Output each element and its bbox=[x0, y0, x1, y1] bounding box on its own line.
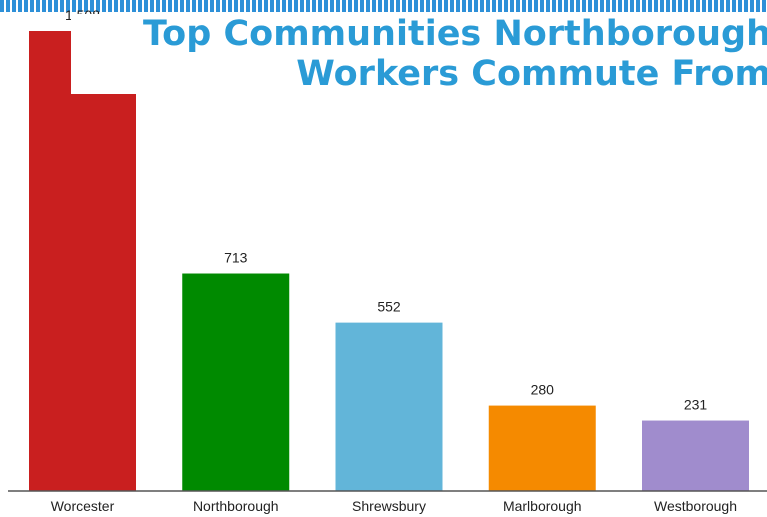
category-label-shrewsbury: Shrewsbury bbox=[352, 498, 426, 514]
chart-title-line-1: Top Communities Northborough bbox=[142, 14, 767, 54]
bar-worcester bbox=[29, 31, 136, 491]
chart-title-line-2: Workers Commute From bbox=[296, 54, 767, 94]
value-label-westborough: 231 bbox=[684, 397, 708, 413]
value-label-marlborough: 280 bbox=[531, 382, 555, 398]
bar-shrewsbury bbox=[335, 322, 443, 491]
category-label-marlborough: Marlborough bbox=[503, 498, 582, 514]
chart-title: Top Communities Northborough Workers Com… bbox=[71, 14, 767, 94]
category-label-worcester: Worcester bbox=[51, 498, 115, 514]
value-label-northborough: 713 bbox=[224, 250, 248, 266]
bar-marlborough bbox=[488, 405, 596, 491]
dashed-header-rule bbox=[0, 0, 767, 12]
bar-westborough bbox=[642, 420, 749, 491]
value-label-shrewsbury: 552 bbox=[377, 299, 401, 315]
category-label-westborough: Westborough bbox=[654, 498, 737, 514]
category-label-northborough: Northborough bbox=[193, 498, 279, 514]
bar-northborough bbox=[182, 273, 290, 491]
